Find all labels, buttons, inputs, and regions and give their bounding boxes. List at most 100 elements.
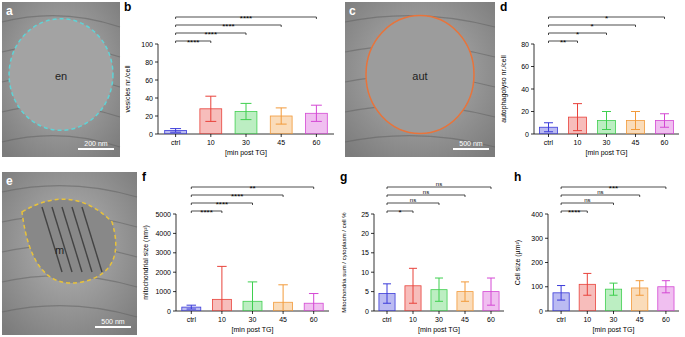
x-tick xyxy=(246,134,247,137)
micrograph: aen200 nm xyxy=(2,2,120,157)
y-tick-label: 20 xyxy=(521,108,529,115)
plot-area xyxy=(165,96,328,134)
x-axis-label: [min post TG] xyxy=(586,149,628,157)
x-tick-label: 30 xyxy=(603,139,611,146)
error-line xyxy=(577,104,578,131)
error-cap xyxy=(409,268,417,269)
x-tick-label: 45 xyxy=(461,316,469,323)
y-tick-label: 80 xyxy=(145,59,153,66)
y-tick xyxy=(371,291,374,292)
y-tick-label: 0 xyxy=(365,308,369,315)
plot-area xyxy=(379,268,499,311)
y-tick-label: 4000 xyxy=(155,230,171,237)
significance-bracket xyxy=(561,203,613,205)
x-tick xyxy=(316,134,317,137)
x-tick-label: 60 xyxy=(310,316,318,323)
error-cap xyxy=(544,131,553,132)
error-cap xyxy=(544,122,553,123)
error-bar xyxy=(573,104,582,131)
error-cap xyxy=(276,107,287,108)
scale-bar-label: 500 nm xyxy=(101,318,125,325)
error-cap xyxy=(187,305,196,306)
y-axis xyxy=(158,44,159,134)
error-cap xyxy=(461,301,469,302)
error-line xyxy=(283,285,284,311)
y-tick xyxy=(531,89,534,90)
y-tick xyxy=(173,291,176,292)
error-line xyxy=(664,114,665,128)
y-tick xyxy=(155,134,158,135)
y-tick xyxy=(545,286,548,287)
y-tick xyxy=(155,116,158,117)
error-cap xyxy=(205,121,216,122)
error-cap xyxy=(435,301,443,302)
error-bar xyxy=(217,266,226,311)
micrograph: em500 nm xyxy=(2,172,137,335)
y-tick xyxy=(173,214,176,215)
error-bar xyxy=(602,112,611,130)
y-axis-label: autophagolyso nr./cell xyxy=(500,55,508,123)
error-line xyxy=(221,266,222,311)
structure-label: en xyxy=(55,70,67,82)
error-bar xyxy=(662,281,670,293)
x-tick xyxy=(577,134,578,137)
plot-area xyxy=(540,104,674,134)
error-cap xyxy=(187,309,196,310)
error-cap xyxy=(573,103,582,104)
x-tick-label: 10 xyxy=(409,316,417,323)
y-axis xyxy=(374,214,375,311)
y-tick xyxy=(173,233,176,234)
x-tick xyxy=(413,311,414,314)
panel-letter: f xyxy=(142,170,147,184)
x-tick xyxy=(281,134,282,137)
structure-label: aut xyxy=(412,70,427,82)
x-axis-label: [min post TG] xyxy=(232,326,274,334)
y-tick xyxy=(545,214,548,215)
error-line xyxy=(175,129,176,133)
error-cap xyxy=(573,130,582,131)
y-axis xyxy=(548,214,549,311)
y-axis-label: mitochondrial size (nm²) xyxy=(142,225,150,300)
error-cap xyxy=(662,292,670,293)
chart: b020406080100vesicles nr./cellctrl103045… xyxy=(124,0,334,157)
error-bar xyxy=(383,284,391,303)
x-tick-label: 30 xyxy=(242,139,250,146)
x-tick xyxy=(221,311,222,314)
x-tick xyxy=(210,134,211,137)
chart: f010002000300040005000mitochondrial size… xyxy=(142,170,329,334)
error-line xyxy=(413,268,414,303)
y-axis-label: vesicles nr./cell xyxy=(124,65,131,113)
x-tick xyxy=(635,134,636,137)
significance-label: ns xyxy=(597,189,603,195)
error-bar xyxy=(461,282,469,301)
error-cap xyxy=(609,283,617,284)
error-cap xyxy=(311,105,322,106)
y-tick-label: 5000 xyxy=(155,211,171,218)
error-cap xyxy=(602,111,611,112)
x-axis-label: [min post TG] xyxy=(593,326,635,334)
y-tick-label: 1000 xyxy=(155,288,171,295)
y-axis xyxy=(534,44,535,134)
error-line xyxy=(246,103,247,119)
significance-label: **** xyxy=(240,14,252,23)
error-cap xyxy=(461,281,469,282)
y-tick-label: 40 xyxy=(145,95,153,102)
y-tick-label: 80 xyxy=(521,41,529,48)
error-bar xyxy=(409,268,417,303)
y-tick-label: 200 xyxy=(531,259,543,266)
y-tick-label: 25 xyxy=(361,211,369,218)
error-bar xyxy=(248,282,257,311)
x-tick xyxy=(175,134,176,137)
y-tick-label: 15 xyxy=(361,249,369,256)
scale-bar xyxy=(95,326,131,328)
x-axis-label: [min post TG] xyxy=(418,326,460,334)
error-bar xyxy=(544,123,553,132)
x-tick xyxy=(548,134,549,137)
y-tick xyxy=(531,66,534,67)
y-tick-label: 5 xyxy=(365,288,369,295)
y-tick-label: 100 xyxy=(141,41,153,48)
y-tick-label: 60 xyxy=(145,77,153,84)
error-cap xyxy=(662,280,670,281)
x-tick-label: 45 xyxy=(277,139,285,146)
significance-bracket xyxy=(561,195,640,197)
